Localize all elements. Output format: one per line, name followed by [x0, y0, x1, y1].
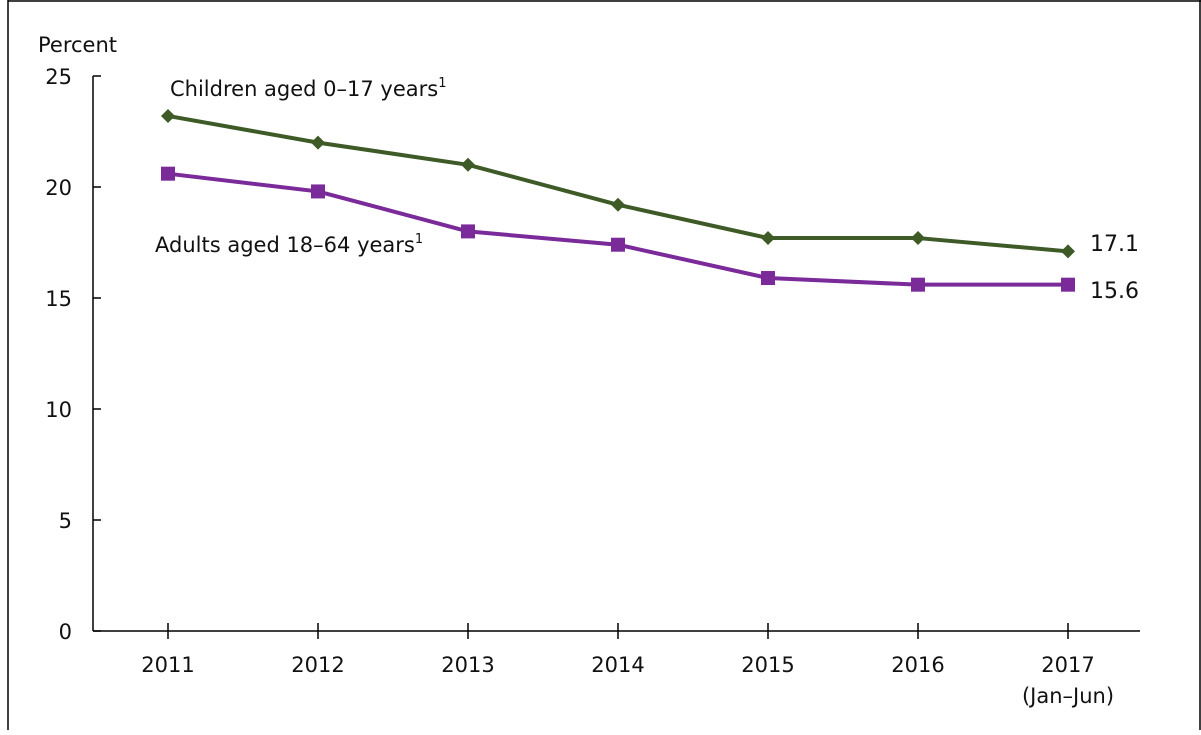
x-tick-label: 2011 — [141, 653, 194, 677]
y-tick-label: 25 — [45, 65, 72, 89]
data-point-square — [311, 184, 325, 199]
data-point-diamond — [611, 197, 625, 212]
data-point-diamond — [311, 135, 325, 150]
x-tick-sublabel: (Jan–Jun) — [1022, 684, 1114, 708]
x-tick-label: 2016 — [891, 653, 944, 677]
data-point-square — [611, 237, 625, 252]
data-point-square — [161, 166, 175, 181]
x-tick-label: 2015 — [741, 653, 794, 677]
y-tick-label: 10 — [45, 398, 72, 422]
end-label-children: 17.1 — [1090, 232, 1139, 257]
data-point-square — [1061, 277, 1075, 292]
data-point-square — [911, 277, 925, 292]
series-layer — [161, 108, 1075, 292]
data-point-square — [461, 224, 475, 239]
data-point-diamond — [911, 231, 925, 246]
x-tick-label: 2012 — [291, 653, 344, 677]
series-line-1 — [167, 171, 1068, 287]
data-point-diamond — [761, 231, 775, 246]
data-point-diamond — [461, 157, 475, 172]
series-label-children-footnote: 1 — [438, 76, 446, 91]
x-tick-label: 2013 — [441, 653, 494, 677]
x-tick-label: 2017 — [1041, 653, 1094, 677]
x-ticks: 2011 2012 2013 2014 2015 2016 2017 (Jan–Jun) — [141, 623, 1114, 708]
series-label-adults: Adults aged 18–64 years1 — [155, 232, 423, 257]
data-point-diamond — [161, 108, 175, 123]
y-tick-label: 5 — [59, 509, 72, 533]
x-tick-label: 2014 — [591, 653, 644, 677]
y-tick-label: 20 — [45, 176, 72, 200]
y-axis-title: Percent — [38, 33, 117, 57]
data-point-diamond — [1061, 244, 1075, 259]
series-label-adults-name: Adults aged 18–64 years — [155, 233, 415, 257]
y-ticks: 0 5 10 15 20 25 — [45, 65, 101, 644]
y-tick-label: 0 — [59, 620, 72, 644]
y-tick-label: 15 — [45, 287, 72, 311]
end-label-adults: 15.6 — [1090, 279, 1139, 304]
series-label-children: Children aged 0–17 years1 — [170, 76, 447, 101]
series-label-adults-footnote: 1 — [415, 232, 423, 247]
data-point-square — [761, 271, 775, 286]
series-label-children-name: Children aged 0–17 years — [170, 77, 438, 101]
series-line-0 — [167, 113, 1069, 254]
